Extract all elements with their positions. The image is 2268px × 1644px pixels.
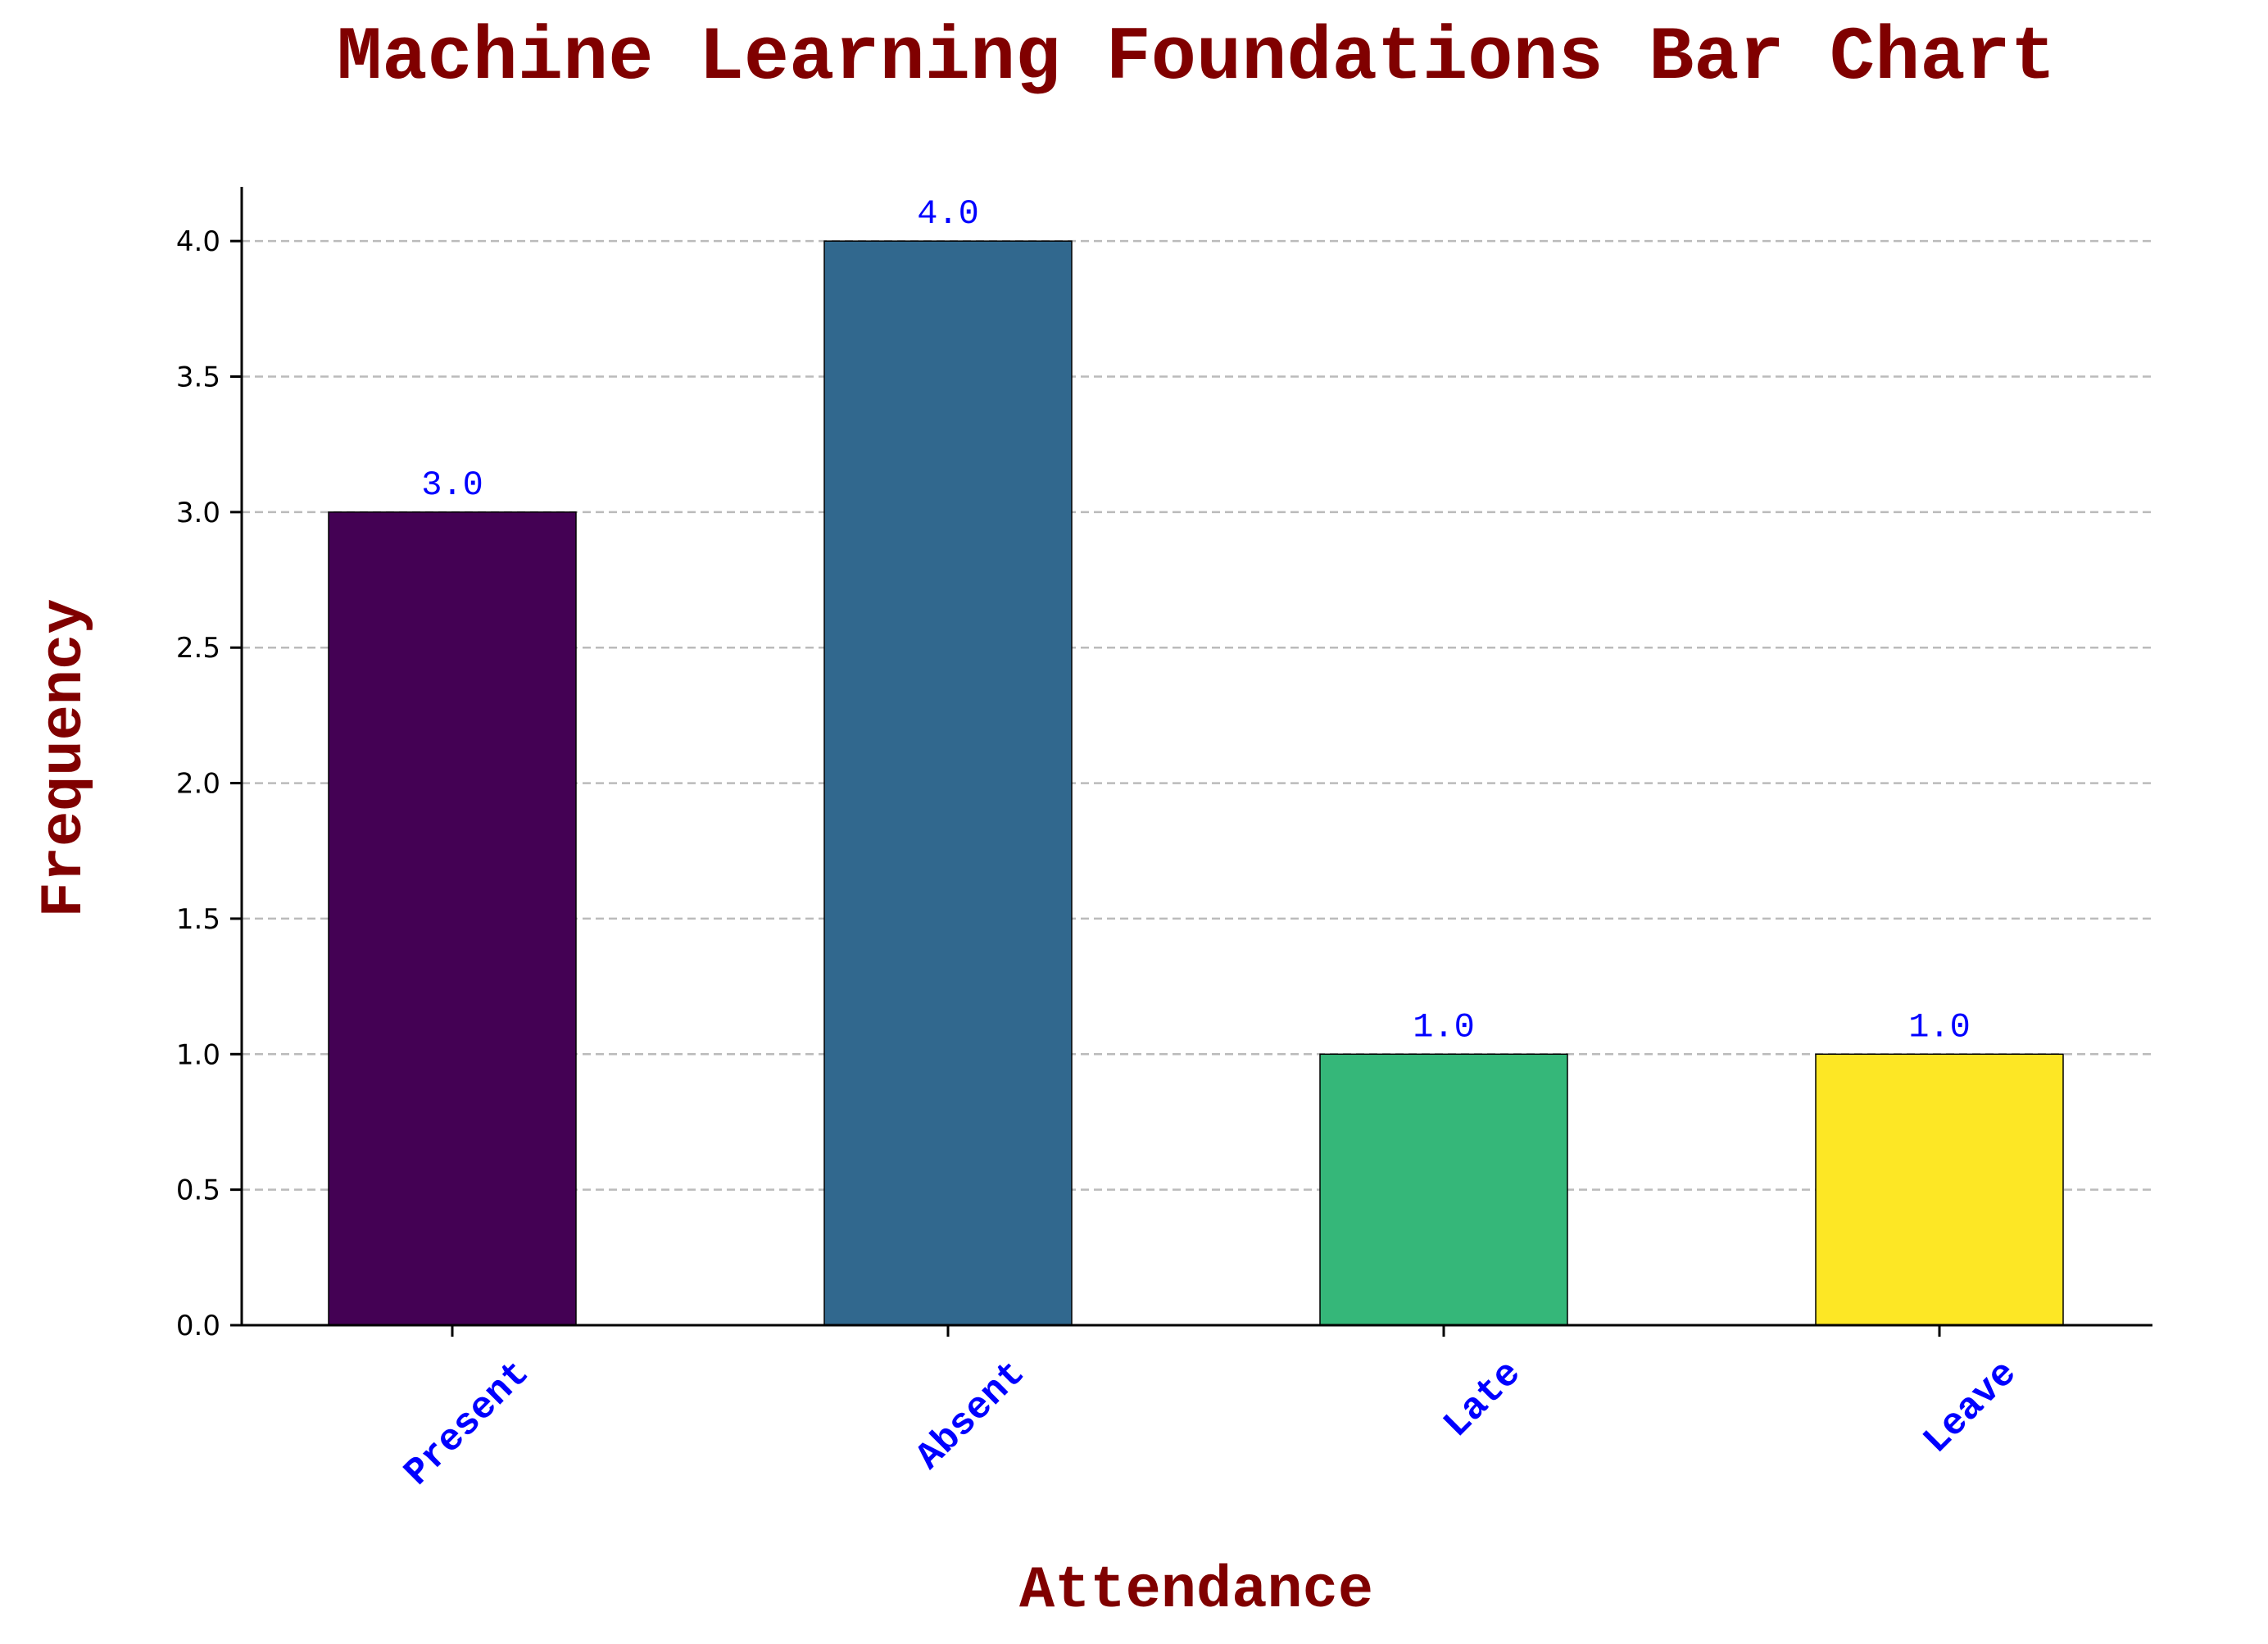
value-label: 3.0 [421, 465, 483, 505]
y-tick-label: 0.5 [176, 1174, 220, 1207]
y-tick-label: 2.5 [176, 632, 220, 665]
x-axis-label: Attendance [1019, 1557, 1373, 1624]
x-tick-label-present: Present [396, 1352, 538, 1494]
y-tick-label: 1.0 [176, 1038, 220, 1071]
chart-title: Machine Learning Foundations Bar Chart [337, 15, 2056, 101]
value-label: 1.0 [1413, 1007, 1475, 1047]
y-ticks: 0.0 0.5 1.0 1.5 2.0 2.5 3.0 3.5 4.0 [176, 225, 242, 1342]
y-tick-label: 1.5 [176, 903, 220, 936]
bar-absent [823, 240, 1073, 1326]
value-labels: 3.0 4.0 1.0 1.0 [421, 194, 1971, 1047]
x-tick-label-leave: Leave [1916, 1352, 2025, 1462]
bar-leave [1815, 1053, 2064, 1326]
bars [328, 240, 2064, 1326]
x-ticks: Present Absent Late Leave [396, 1325, 2025, 1495]
y-tick-label: 2.0 [176, 768, 220, 801]
value-label: 1.0 [1908, 1007, 1971, 1047]
bar-present [328, 511, 577, 1326]
y-axis-label: Frequency [31, 599, 98, 918]
y-tick-label: 3.0 [176, 497, 220, 529]
bar-late [1319, 1053, 1568, 1326]
y-tick-label: 4.0 [176, 225, 220, 258]
value-label: 4.0 [917, 194, 979, 234]
y-tick-label: 0.0 [176, 1310, 220, 1342]
x-tick-label-absent: Absent [908, 1352, 1034, 1478]
y-tick-label: 3.5 [176, 361, 220, 394]
x-tick-label-late: Late [1436, 1352, 1530, 1446]
